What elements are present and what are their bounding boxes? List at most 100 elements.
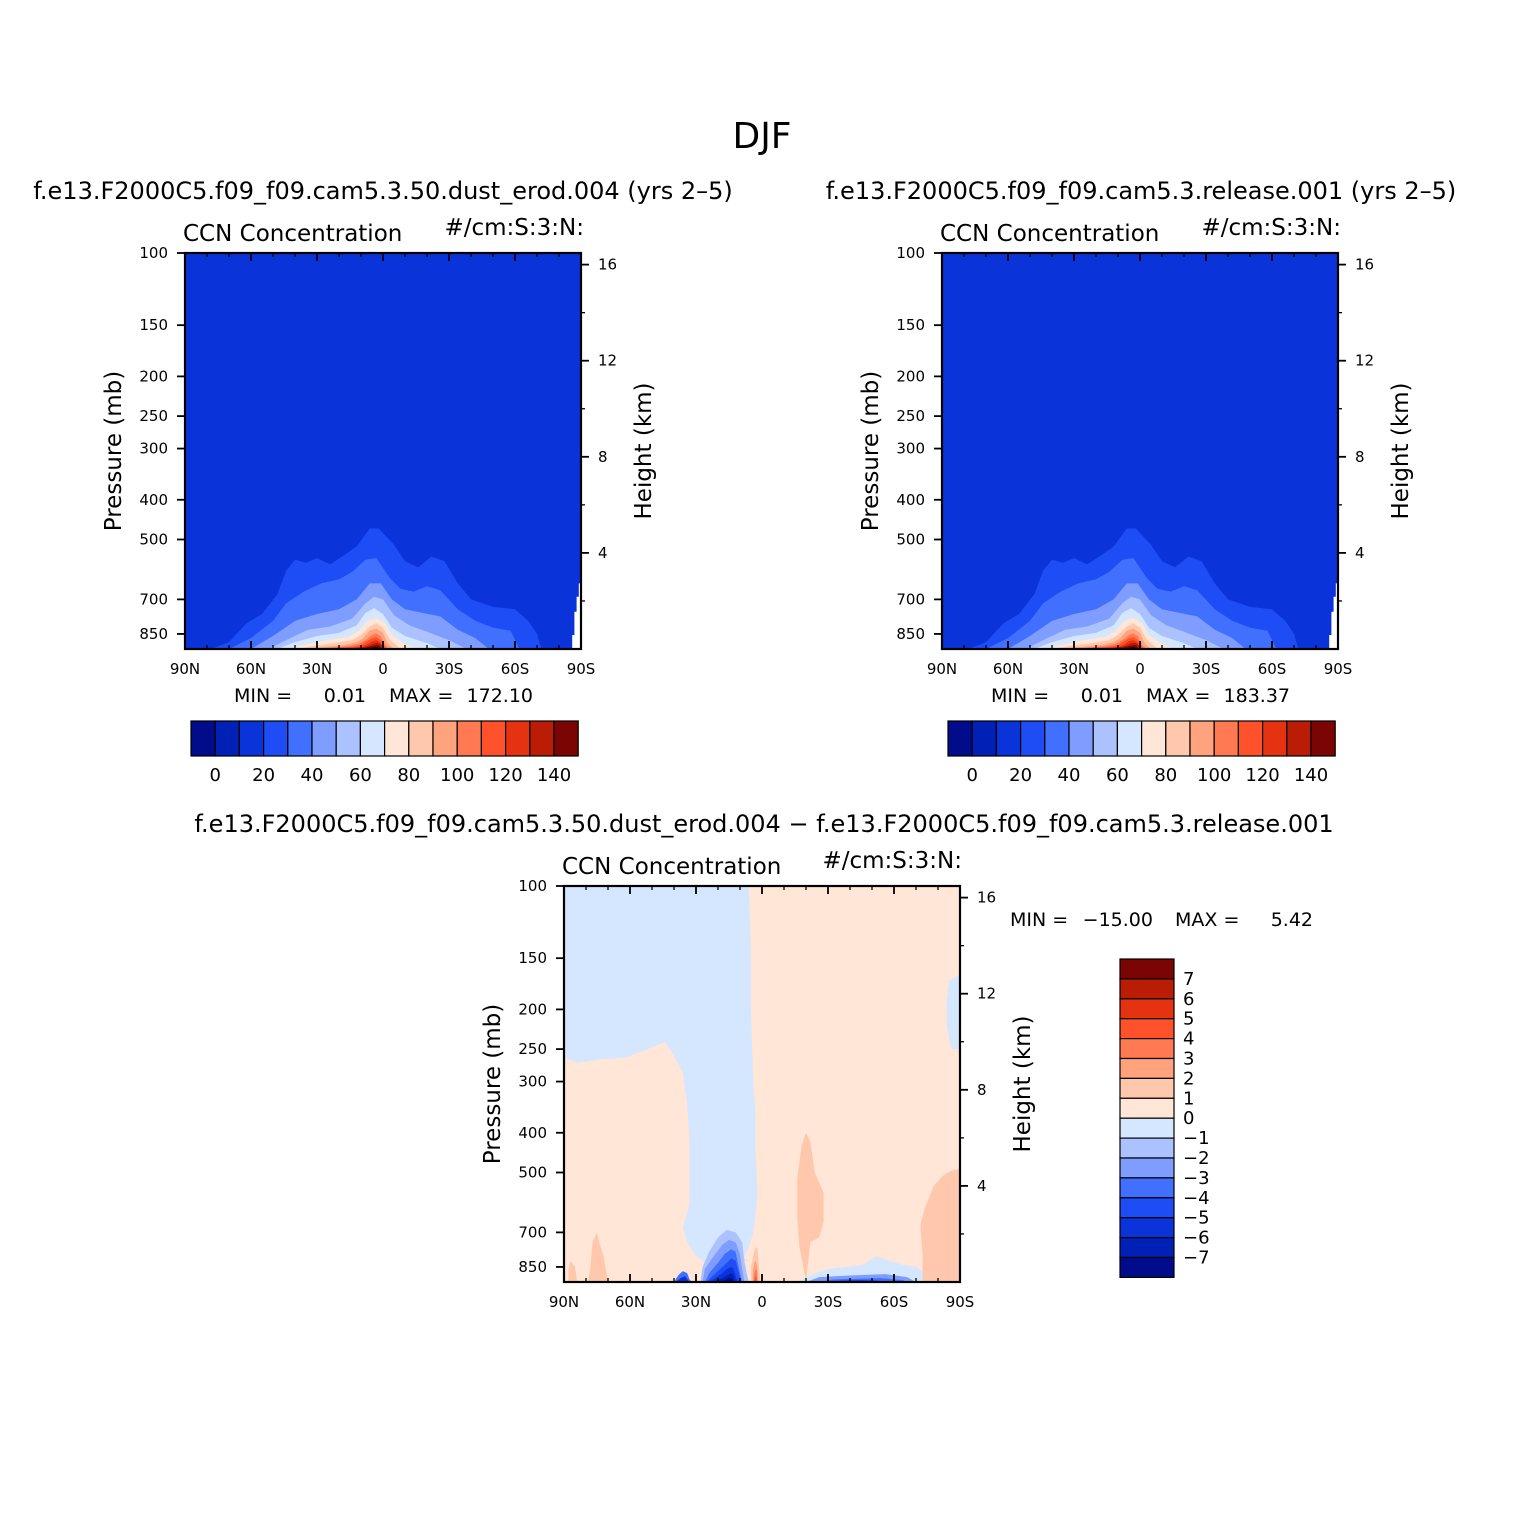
max-label-3: MAX = [1175, 909, 1239, 931]
colorbar-cell [1119, 958, 1175, 980]
field-contours-1 [185, 528, 581, 649]
colorbar-label: 3 [1183, 1049, 1194, 1070]
y-right-tick-label: 12 [598, 352, 617, 370]
colorbar-label: 140 [1294, 765, 1328, 786]
y-tick-label: 200 [139, 367, 168, 385]
colorbar-label: −5 [1183, 1208, 1210, 1229]
colorbar-cell [238, 720, 265, 757]
contour-region-1 [564, 1041, 740, 1282]
colorbar-label: 140 [537, 765, 571, 786]
colorbar-label: 6 [1183, 989, 1194, 1010]
colorbar-label: 40 [1058, 765, 1081, 786]
y-right-tick-label: 8 [977, 1081, 987, 1099]
colorbar-cell [263, 720, 289, 757]
right-string-2: #/cm:S:3:N: [1201, 215, 1341, 241]
field-contours-2 [942, 528, 1338, 649]
y-tick-label: 400 [896, 491, 925, 509]
colorbar-label: 0 [209, 765, 220, 786]
right-string-3: #/cm:S:3:N: [822, 848, 962, 874]
x-tick-label: 60S [1258, 660, 1287, 678]
x-tick-label: 90N [927, 660, 957, 678]
y-axis-label-right-1: Height (km) [631, 382, 657, 519]
colorbar-cell [1119, 998, 1175, 1020]
y-tick-label: 850 [139, 625, 168, 643]
y-axis-label-right-2: Height (km) [1388, 382, 1414, 519]
y-right-tick-label: 8 [598, 448, 608, 466]
y-axis-label-1: Pressure (mb) [101, 371, 127, 531]
y-tick-label: 400 [518, 1124, 547, 1142]
y-right-tick-label: 4 [977, 1177, 987, 1195]
colorbar-cell [1189, 720, 1215, 757]
colorbar-cell [214, 720, 240, 757]
min-label-2: MIN = [991, 685, 1049, 707]
axis-ticks-2: 90N 60N 30N 0 30S 60S 90S 100 150 200 250 300 400 500… [896, 244, 1374, 678]
colorbar-2: 0 20 40 60 80 100 120 140 [947, 720, 1336, 786]
colorbar-label: 60 [349, 765, 372, 786]
colorbar-cell [359, 720, 386, 757]
plot-area-3: 90N 60N 30N 0 30S 60S 90S 100 150 200 250 300 400 500… [518, 877, 996, 1311]
contour-region-5 [920, 1168, 960, 1282]
max-value-3: 5.42 [1271, 909, 1313, 931]
colorbar-cell [1068, 720, 1094, 757]
y-right-tick-label: 12 [1355, 352, 1374, 370]
y-tick-label: 150 [518, 949, 547, 967]
x-tick-label: 30N [302, 660, 332, 678]
colorbar-cell [1119, 1137, 1175, 1159]
colorbar-label: −4 [1183, 1188, 1210, 1209]
max-label-1: MAX = [389, 685, 453, 707]
panel-top-right: f.e13.F2000C5.f09_f09.cam5.3.release.001… [826, 177, 1457, 786]
colorbar-label: 120 [1245, 765, 1279, 786]
colorbar-label: 7 [1183, 969, 1194, 990]
y-tick-label: 200 [518, 1000, 547, 1018]
colorbar-label: 0 [966, 765, 977, 786]
x-tick-label: 90N [170, 660, 200, 678]
y-tick-label: 700 [518, 1223, 547, 1241]
y-axis-label-2: Pressure (mb) [858, 371, 884, 531]
right-string-1: #/cm:S:3:N: [444, 215, 584, 241]
colorbar-label: 20 [252, 765, 275, 786]
colorbar-cell [1019, 720, 1046, 757]
y-right-tick-label: 12 [977, 985, 996, 1003]
colorbar-cell [1119, 1157, 1175, 1179]
min-label-1: MIN = [234, 685, 292, 707]
colorbar-label: 4 [1183, 1029, 1194, 1050]
colorbar-cell [480, 720, 507, 757]
x-tick-label: 90S [567, 660, 596, 678]
colorbar-cell [1044, 720, 1070, 757]
colorbar-cell [1119, 1177, 1175, 1199]
contour-region-7 [568, 1260, 578, 1282]
contour-region-23 [754, 1276, 757, 1282]
min-label-3: MIN = [1010, 909, 1068, 931]
y-axis-label-3: Pressure (mb) [480, 1004, 506, 1164]
colorbar-cell [1119, 1256, 1175, 1278]
colorbar-cell [971, 720, 998, 757]
left-string-2: CCN Concentration [940, 221, 1159, 247]
colorbar-cell [311, 720, 337, 757]
colorbar-label: 20 [1009, 765, 1032, 786]
run-title-3: f.e13.F2000C5.f09_f09.cam5.3.50.dust_ero… [194, 810, 1333, 838]
colorbar-label: 60 [1106, 765, 1129, 786]
y-tick-label: 300 [139, 440, 168, 458]
colorbar-cell [1140, 720, 1167, 757]
colorbar-cell [1092, 720, 1118, 757]
colorbar-label: 100 [440, 765, 474, 786]
colorbar-label: 1 [1183, 1088, 1194, 1109]
x-tick-label: 60N [236, 660, 266, 678]
left-string-1: CCN Concentration [183, 221, 402, 247]
colorbar-label: 80 [397, 765, 420, 786]
max-value-1: 172.10 [467, 685, 533, 707]
colorbar-label: 0 [1183, 1108, 1194, 1129]
panel-top-left: f.e13.F2000C5.f09_f09.cam5.3.50.dust_ero… [33, 177, 733, 786]
colorbar-cell [1213, 720, 1239, 757]
colorbar-cell [384, 720, 410, 757]
y-right-tick-label: 4 [598, 544, 608, 562]
contour-level-7 [277, 608, 441, 649]
colorbar-cell [1286, 720, 1312, 757]
x-tick-label: 0 [1135, 660, 1145, 678]
colorbar-cell [1310, 720, 1336, 757]
x-tick-label: 30S [1192, 660, 1221, 678]
x-tick-label: 0 [757, 1293, 767, 1311]
colorbar-cell [995, 720, 1022, 757]
colorbar-cell [529, 720, 555, 757]
